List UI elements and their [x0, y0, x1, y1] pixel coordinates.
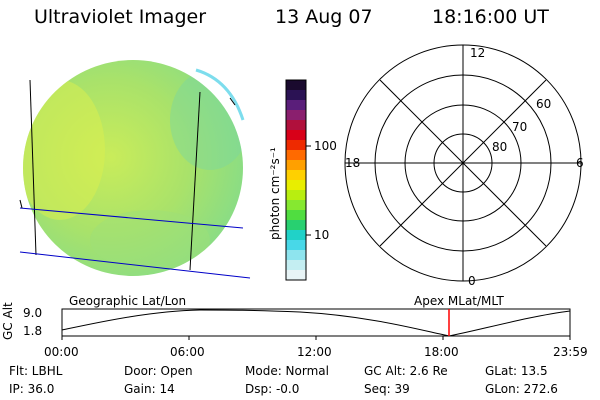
gc-alt-readout: GC Alt: 2.6 Re — [364, 364, 448, 378]
timeline-xtick-1800: 18:00 — [424, 345, 459, 359]
colorbar-cell — [286, 130, 306, 141]
colorbar-cell — [286, 240, 306, 251]
auroral-image — [19, 60, 251, 279]
colorbar-tick-100: 100 — [314, 139, 337, 153]
ip-readout: IP: 36.0 — [9, 382, 55, 396]
mlt-label-12: 12 — [470, 46, 486, 60]
geographic-label: Geographic Lat/Lon — [69, 294, 187, 308]
colorbar-cell — [286, 230, 306, 241]
seq-readout: Seq: 39 — [364, 382, 410, 396]
meridian-right — [189, 91, 201, 271]
lat-label-70: 70 — [512, 120, 528, 134]
instrument-title: Ultraviolet Imager — [34, 6, 207, 28]
timeline-xtick-1200: 12:00 — [297, 345, 332, 359]
time-label: 18:16:00 UT — [432, 6, 549, 28]
colorbar-cell — [286, 190, 306, 201]
timeline-xtick-2359: 23:59 — [553, 345, 588, 359]
colorbar-cell — [286, 250, 306, 261]
filter-readout: Flt: LBHL — [9, 364, 63, 378]
polar-grid — [344, 44, 582, 282]
meridian-left — [29, 79, 37, 256]
colorbar-cell — [286, 270, 306, 281]
apex-label: Apex MLat/MLT — [414, 294, 504, 308]
colorbar-cell — [286, 110, 306, 121]
mlt-label-6: 6 — [576, 156, 584, 170]
mode-readout: Mode: Normal — [245, 364, 329, 378]
colorbar-cell — [286, 100, 306, 111]
colorbar-cell — [286, 170, 306, 181]
colorbar-cell — [286, 210, 306, 221]
altitude-curve — [61, 309, 571, 337]
colorbar-cell — [286, 260, 306, 271]
colorbar-cell — [286, 160, 306, 171]
mlt-label-18: 18 — [345, 156, 361, 170]
colorbar-cell — [286, 140, 306, 151]
colorbar-tick-10: 10 — [314, 228, 330, 242]
door-readout: Door: Open — [124, 364, 193, 378]
colorbar-cell — [286, 80, 306, 91]
glat-readout: GLat: 13.5 — [485, 364, 548, 378]
date-label: 13 Aug 07 — [275, 6, 373, 28]
colorbar-unit-label: photon cm⁻²s⁻¹ — [268, 147, 282, 240]
colorbar-cell — [286, 180, 306, 191]
colorbar-cell — [286, 120, 306, 131]
glon-readout: GLon: 272.6 — [485, 382, 558, 396]
timeline-ytick-9: 9.0 — [23, 306, 43, 320]
timeline-plot — [61, 308, 571, 340]
timeline-ylabel: GC Alt — [1, 302, 15, 340]
colorbar-cell — [286, 150, 306, 161]
timeline-xtick-0000: 00:00 — [44, 345, 79, 359]
timeline-ytick-1-8: 1.8 — [23, 324, 43, 338]
colorbar — [285, 79, 311, 281]
colorbar-cell — [286, 220, 306, 231]
colorbar-cell — [286, 200, 306, 211]
parallel-lower — [19, 251, 251, 279]
gain-readout: Gain: 14 — [124, 382, 175, 396]
lat-label-80: 80 — [492, 140, 508, 154]
lat-label-60: 60 — [536, 97, 552, 111]
mlt-label-0: 0 — [468, 274, 476, 288]
parallel-upper — [19, 207, 244, 229]
timeline-xtick-0600: 06:00 — [170, 345, 205, 359]
dsp-readout: Dsp: -0.0 — [245, 382, 300, 396]
colorbar-cell — [286, 90, 306, 101]
